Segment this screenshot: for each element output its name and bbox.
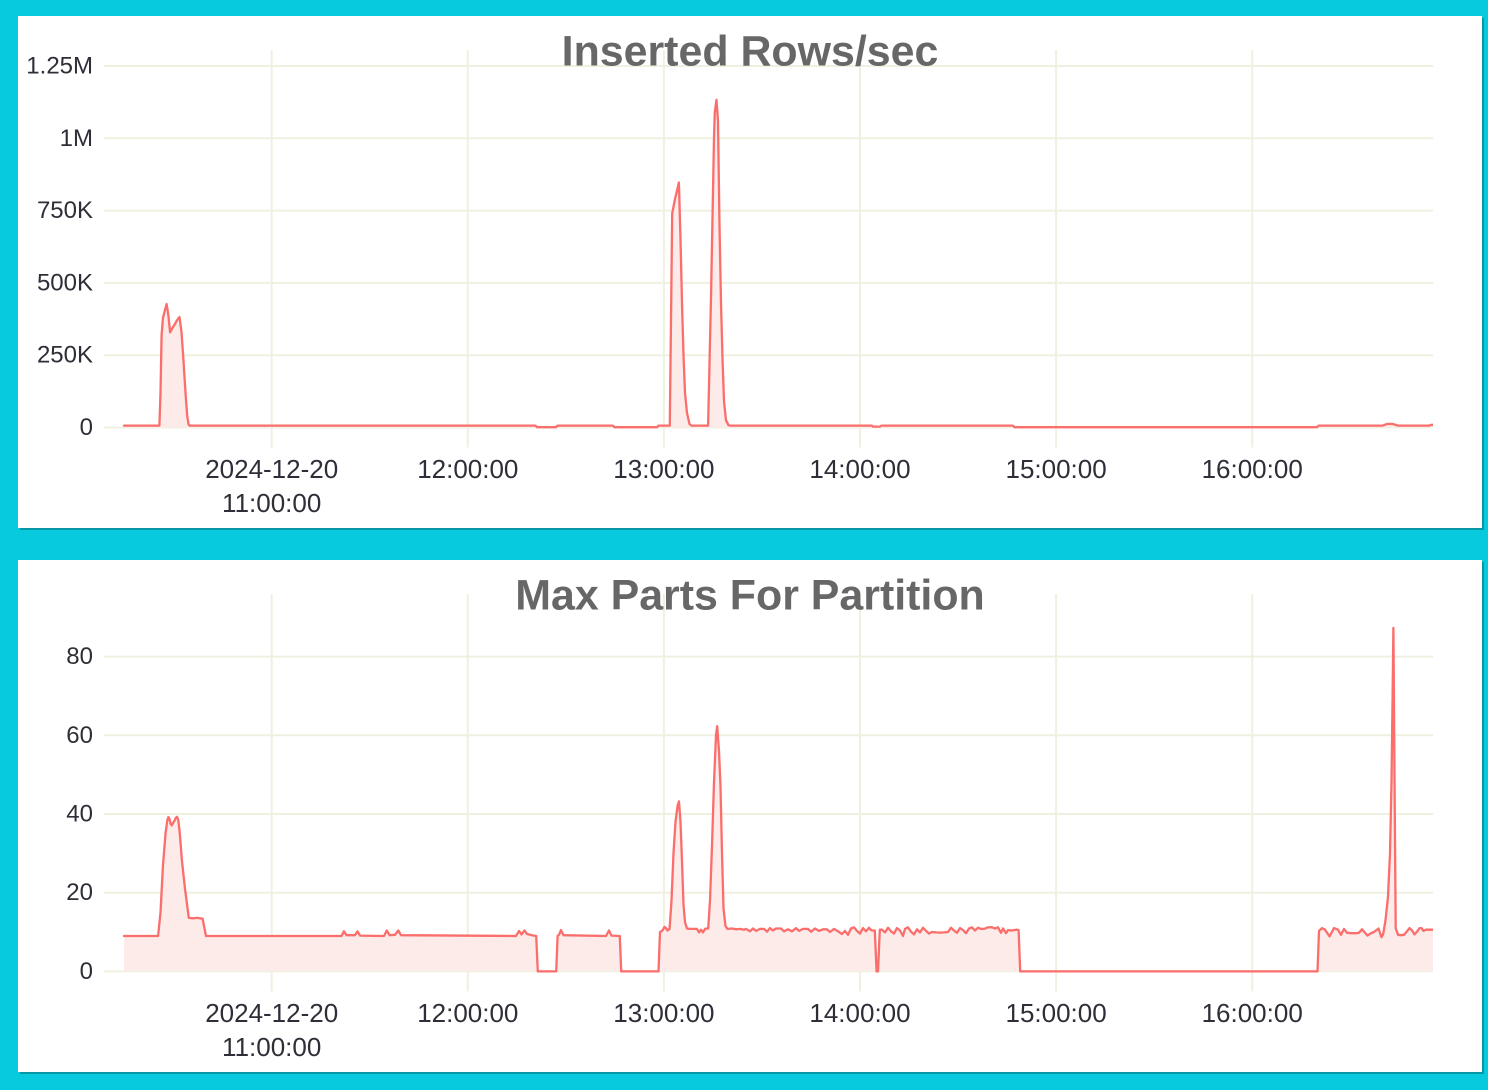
svg-text:Max Parts For Partition: Max Parts For Partition xyxy=(515,572,985,620)
svg-text:14:00:00: 14:00:00 xyxy=(809,454,910,484)
svg-text:750K: 750K xyxy=(37,197,93,224)
svg-text:60: 60 xyxy=(66,722,93,749)
svg-text:2024-12-20: 2024-12-20 xyxy=(205,998,338,1028)
svg-text:12:00:00: 12:00:00 xyxy=(417,454,518,484)
svg-text:20: 20 xyxy=(66,879,93,906)
svg-text:500K: 500K xyxy=(37,269,93,296)
svg-text:250K: 250K xyxy=(37,342,93,369)
svg-text:0: 0 xyxy=(80,414,93,441)
svg-text:14:00:00: 14:00:00 xyxy=(809,998,910,1028)
svg-text:Inserted Rows/sec: Inserted Rows/sec xyxy=(562,28,939,76)
svg-text:1.25M: 1.25M xyxy=(26,53,93,80)
svg-text:0: 0 xyxy=(80,958,93,985)
svg-text:16:00:00: 16:00:00 xyxy=(1202,998,1303,1028)
svg-text:15:00:00: 15:00:00 xyxy=(1005,454,1106,484)
svg-text:13:00:00: 13:00:00 xyxy=(613,454,714,484)
svg-text:15:00:00: 15:00:00 xyxy=(1005,998,1106,1028)
svg-text:16:00:00: 16:00:00 xyxy=(1202,454,1303,484)
svg-text:11:00:00: 11:00:00 xyxy=(222,488,321,518)
svg-text:11:00:00: 11:00:00 xyxy=(222,1032,321,1062)
svg-text:40: 40 xyxy=(66,801,93,828)
svg-text:12:00:00: 12:00:00 xyxy=(417,998,518,1028)
svg-text:2024-12-20: 2024-12-20 xyxy=(205,454,338,484)
svg-text:1M: 1M xyxy=(60,125,93,152)
svg-text:80: 80 xyxy=(66,643,93,670)
svg-text:13:00:00: 13:00:00 xyxy=(613,998,714,1028)
